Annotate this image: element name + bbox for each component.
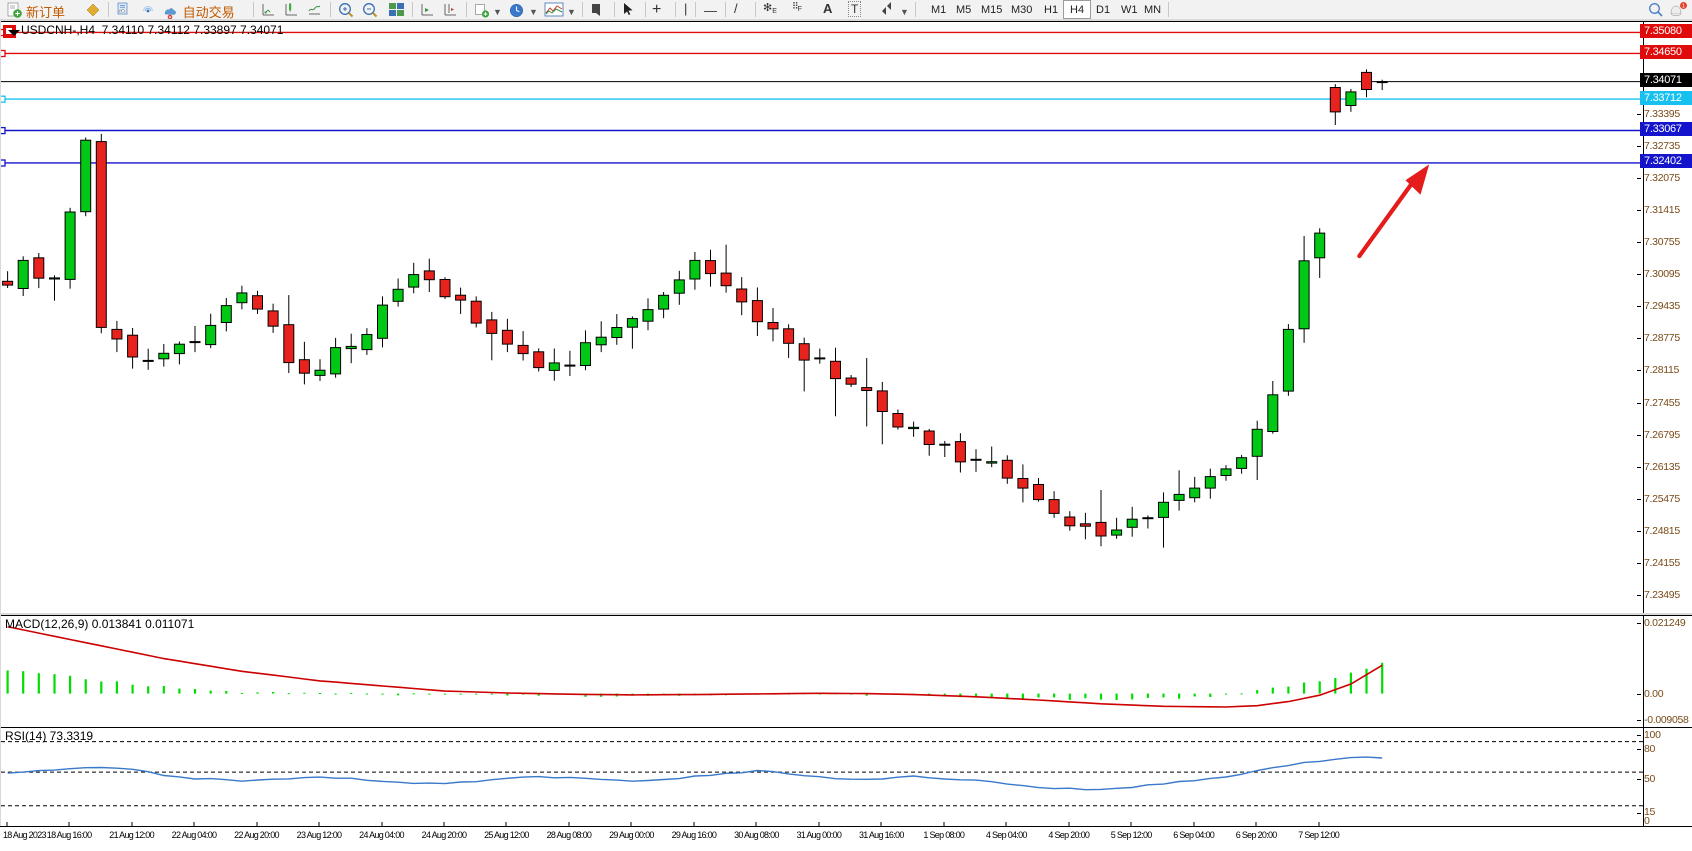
svg-text:1: 1 <box>1682 4 1685 10</box>
